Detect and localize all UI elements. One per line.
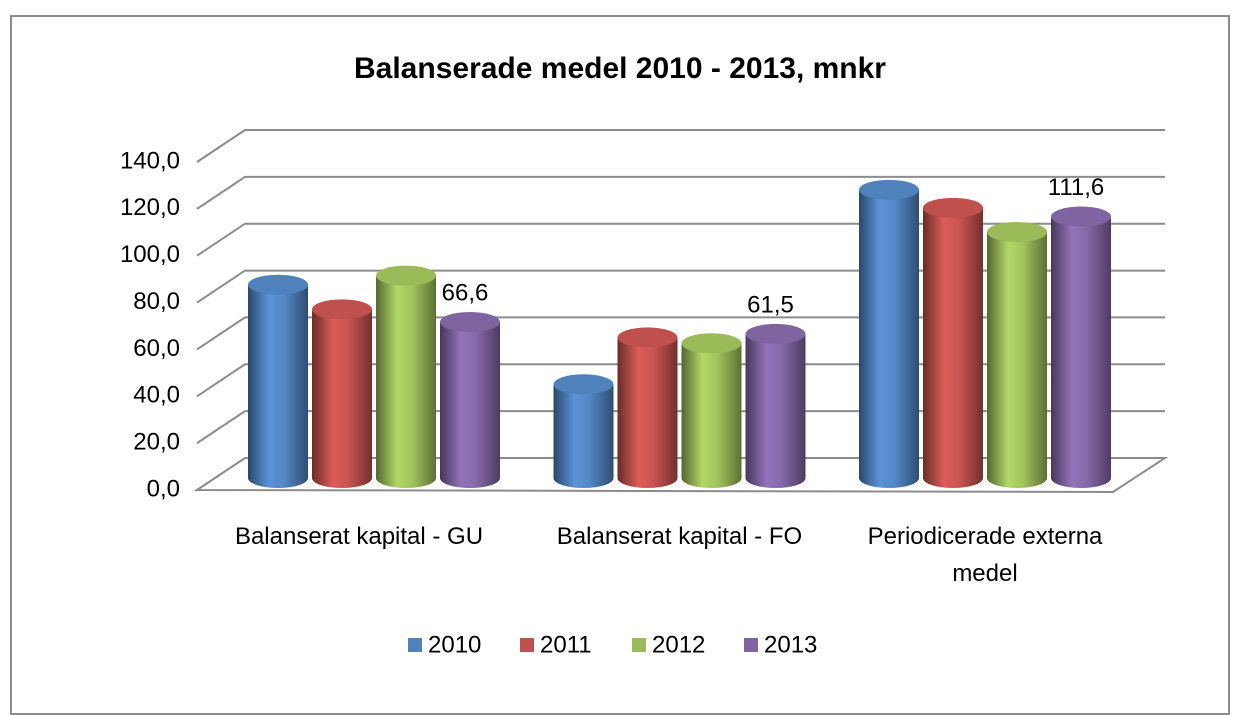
bar-body — [248, 284, 308, 478]
bar-top — [440, 311, 500, 332]
bar — [440, 311, 500, 488]
bar — [553, 374, 614, 488]
bar-body — [312, 309, 372, 478]
bar-body — [923, 207, 983, 478]
y-tick-label: 0,0 — [147, 475, 180, 502]
grid-line — [196, 129, 1165, 163]
bar — [987, 222, 1047, 488]
legend-label: 2012 — [652, 631, 705, 658]
bar-top — [553, 374, 614, 395]
bar-body — [617, 337, 678, 478]
bar — [859, 179, 919, 488]
bar-top — [617, 327, 678, 348]
y-tick-label: 40,0 — [133, 382, 180, 409]
legend-swatch — [520, 638, 534, 652]
bar-body — [681, 343, 742, 478]
legend-swatch — [744, 638, 758, 652]
legend-swatch — [632, 638, 646, 652]
bar-top — [987, 222, 1047, 242]
y-tick-label: 100,0 — [120, 241, 180, 268]
bar — [681, 333, 742, 488]
bar-body — [745, 333, 806, 478]
bar — [617, 327, 678, 488]
legend-swatch — [408, 638, 422, 652]
bar-top — [248, 274, 308, 295]
bar-top — [312, 299, 372, 320]
bar-body — [440, 321, 500, 478]
bar-top — [859, 179, 919, 200]
bar — [248, 274, 308, 488]
y-tick-label: 80,0 — [133, 288, 180, 315]
bar-top — [745, 323, 806, 344]
grid-line — [196, 269, 1165, 304]
data-label: 66,6 — [442, 279, 489, 306]
bar-body — [376, 275, 436, 478]
bar-body — [859, 189, 919, 479]
y-tick-label: 120,0 — [120, 194, 180, 221]
grid-line — [196, 175, 1165, 210]
bar-body — [553, 384, 614, 478]
bar-body — [987, 232, 1047, 478]
bar — [312, 299, 372, 488]
bar — [1051, 206, 1111, 488]
x-tick-label: Balanserat kapital - GU — [234, 523, 484, 550]
bar-top — [681, 333, 742, 354]
page: {"chart_data": {"type": "bar3d", "title"… — [10, 15, 1230, 715]
grid-line — [196, 316, 1165, 351]
data-label: 61,5 — [747, 291, 794, 318]
x-tick-label: Periodicerade externa medel — [867, 523, 1103, 587]
grid-line — [196, 363, 1165, 398]
legend-label: 2013 — [764, 631, 817, 658]
y-tick-label: 140,0 — [120, 147, 180, 174]
bar — [376, 265, 436, 488]
y-tick-label: 60,0 — [133, 335, 180, 362]
bar — [745, 323, 806, 488]
bar-top — [376, 265, 436, 286]
legend-label: 2011 — [540, 631, 592, 658]
y-tick-label: 20,0 — [133, 428, 180, 455]
data-label: 111,6 — [1048, 174, 1105, 201]
legend-label: 2010 — [428, 631, 481, 658]
chart-title: Balanserade medel 2010 - 2013, mnkr — [354, 52, 886, 85]
chart: Balanserade medel 2010 - 2013, mnkr 0,0 2… — [120, 52, 1169, 658]
grid-line — [196, 410, 1165, 444]
bar-top — [1051, 206, 1111, 227]
grid-line — [196, 222, 1165, 257]
bar — [923, 197, 983, 488]
bar-body — [1051, 216, 1111, 478]
x-tick-label: Balanserat kapital - FO — [556, 523, 803, 550]
bar-top — [923, 197, 983, 218]
